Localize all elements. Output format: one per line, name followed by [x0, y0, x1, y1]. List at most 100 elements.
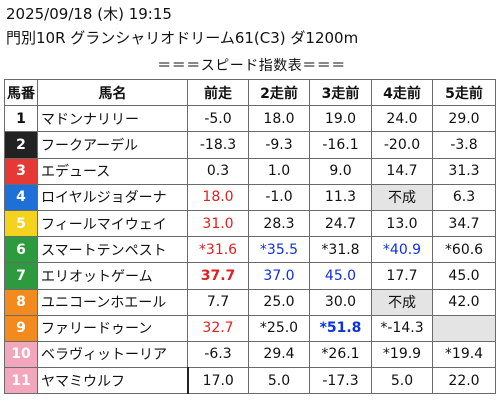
- empty-cell: [432, 314, 496, 342]
- not-run-cell: 不成: [371, 183, 433, 211]
- speed-index: 45.0: [309, 262, 372, 290]
- col-header-name: 馬名: [37, 78, 188, 107]
- speed-index: 34.7: [432, 209, 496, 238]
- table-row: 6 スマートテンペスト *31.6 *35.5 *31.8 *40.9 *60.…: [4, 236, 496, 264]
- horse-name: ファリードゥーン: [37, 314, 188, 342]
- table-header-row: 馬番 馬名 前走 2走前 3走前 4走前 5走前: [4, 78, 496, 107]
- horse-number: 3: [4, 157, 38, 185]
- col-header-5back: 5走前: [432, 78, 496, 107]
- speed-index: *35.5: [248, 236, 310, 264]
- speed-index: -17.3: [309, 367, 372, 395]
- speed-index: *51.8: [309, 314, 372, 342]
- table-row: 1 マドンナリリー -5.0 18.0 19.0 24.0 29.0: [4, 105, 496, 133]
- speed-index: 45.0: [432, 262, 496, 290]
- speed-index: -20.0: [371, 131, 433, 159]
- speed-index: 24.0: [371, 105, 433, 133]
- horse-number: 8: [4, 288, 38, 316]
- horse-name: マドンナリリー: [37, 105, 188, 133]
- table-subtitle: ＝＝＝スピード指数表＝＝＝: [157, 58, 346, 74]
- speed-index: 19.0: [309, 105, 372, 133]
- speed-index: *31.8: [309, 236, 372, 264]
- speed-index: 7.7: [187, 288, 249, 316]
- speed-index: 37.7: [187, 262, 249, 290]
- speed-index: 5.0: [248, 367, 310, 395]
- speed-index: -5.0: [187, 105, 249, 133]
- table-row: 9 ファリードゥーン 32.7 *25.0 *51.8 *-14.3: [4, 314, 496, 342]
- speed-index: 1.0: [248, 157, 310, 185]
- horse-number: 5: [4, 209, 38, 238]
- speed-index: 11.3: [309, 183, 372, 211]
- speed-index: *40.9: [371, 236, 433, 264]
- speed-index: 31.0: [187, 209, 249, 238]
- horse-name: ヤマミウルフ: [37, 367, 188, 395]
- speed-index: -3.8: [432, 131, 496, 159]
- horse-name: ベラヴィットーリア: [37, 340, 188, 369]
- col-header-4back: 4走前: [371, 78, 433, 107]
- speed-index: *-14.3: [371, 314, 433, 342]
- not-run-cell: 不成: [371, 288, 433, 316]
- table-row: 8 ユニコーンホエール 7.7 25.0 30.0 不成 42.0: [4, 288, 496, 316]
- horse-name: エデュース: [37, 157, 188, 185]
- speed-index: 25.0: [248, 288, 310, 316]
- speed-index: 18.0: [187, 183, 249, 211]
- speed-index: 6.3: [432, 183, 496, 211]
- speed-index: 31.3: [432, 157, 496, 185]
- speed-index: -16.1: [309, 131, 372, 159]
- horse-name: ロイヤルジョダーナ: [37, 183, 188, 211]
- speed-index: 29.0: [432, 105, 496, 133]
- horse-number: 10: [4, 340, 38, 369]
- speed-index: *19.4: [432, 340, 496, 369]
- speed-index: 30.0: [309, 288, 372, 316]
- speed-index: 17.0: [186, 367, 249, 395]
- race-date-time: 2025/09/18 (木) 19:15: [6, 5, 172, 23]
- speed-index: 28.3: [248, 209, 310, 238]
- speed-index: 13.0: [371, 209, 433, 238]
- race-title: 門別10R グランシャリオドリーム61(C3) ダ1200m: [6, 29, 359, 47]
- horse-number: 1: [4, 105, 38, 133]
- speed-index: 9.0: [309, 157, 372, 185]
- speed-index: 22.0: [432, 367, 496, 395]
- speed-index: 14.7: [371, 157, 433, 185]
- horse-number: 4: [4, 183, 38, 211]
- speed-index: *31.6: [187, 236, 249, 264]
- speed-index: -18.3: [187, 131, 249, 159]
- speed-index: 0.3: [187, 157, 249, 185]
- speed-index: 18.0: [248, 105, 310, 133]
- table-row: 2 フークアーデル -18.3 -9.3 -16.1 -20.0 -3.8: [4, 131, 496, 159]
- table-row: 4 ロイヤルジョダーナ 18.0 -1.0 11.3 不成 6.3: [4, 183, 496, 211]
- speed-index: *60.6: [432, 236, 496, 264]
- speed-index: 24.7: [309, 209, 372, 238]
- table-row: 11 ヤマミウルフ 17.0 5.0 -17.3 5.0 22.0: [4, 367, 496, 395]
- speed-index-table: 馬番 馬名 前走 2走前 3走前 4走前 5走前 1 マドンナリリー -5.0 …: [4, 78, 496, 395]
- speed-index: 42.0: [432, 288, 496, 316]
- speed-index: 17.7: [371, 262, 433, 290]
- speed-index: -9.3: [248, 131, 310, 159]
- horse-name: エリオットゲーム: [37, 262, 188, 290]
- horse-number: 9: [4, 314, 38, 342]
- horse-name: フークアーデル: [37, 131, 188, 159]
- speed-index: -6.3: [187, 340, 249, 369]
- speed-index: 37.0: [248, 262, 310, 290]
- speed-index: *19.9: [371, 340, 433, 369]
- horse-number: 7: [4, 262, 38, 290]
- speed-index: -1.0: [248, 183, 310, 211]
- horse-number: 11: [4, 367, 38, 395]
- table-row: 5 フィールマイウェイ 31.0 28.3 24.7 13.0 34.7: [4, 209, 496, 238]
- horse-name: スマートテンペスト: [37, 236, 188, 264]
- horse-number: 2: [4, 131, 38, 159]
- horse-number: 6: [4, 236, 38, 264]
- speed-index: 32.7: [187, 314, 249, 342]
- table-row: 3 エデュース 0.3 1.0 9.0 14.7 31.3: [4, 157, 496, 185]
- speed-index: *26.1: [309, 340, 372, 369]
- table-row: 7 エリオットゲーム 37.7 37.0 45.0 17.7 45.0: [4, 262, 496, 290]
- table-row: 10 ベラヴィットーリア -6.3 29.4 *26.1 *19.9 *19.4: [4, 340, 496, 369]
- col-header-num: 馬番: [4, 78, 38, 107]
- col-header-last: 前走: [187, 78, 249, 107]
- speed-index: 29.4: [248, 340, 310, 369]
- horse-name: フィールマイウェイ: [37, 209, 188, 238]
- speed-index: *25.0: [248, 314, 310, 342]
- col-header-3back: 3走前: [309, 78, 372, 107]
- col-header-2back: 2走前: [248, 78, 310, 107]
- speed-index: 5.0: [371, 367, 433, 395]
- horse-name: ユニコーンホエール: [37, 288, 188, 316]
